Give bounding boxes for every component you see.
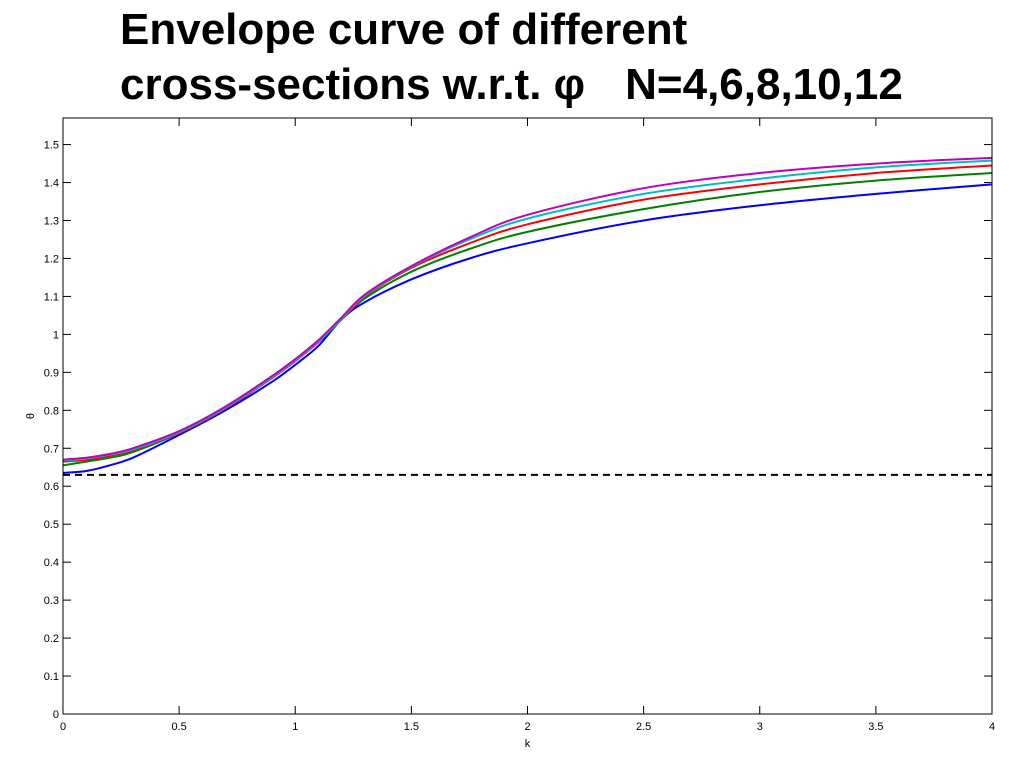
- axis-labels: 0 0.5 1 1.5 2 2.5 3 3.5 4 0 0.1 0.2 0.3 0.4 0.5 0.6 0.7 0…: [25, 140, 995, 750]
- y-tick-label: 0.2: [44, 633, 59, 645]
- y-tick-label: 1: [53, 329, 59, 341]
- series-layer: [62, 156, 993, 474]
- x-axis-label: k: [525, 738, 531, 750]
- title-line-2-text: cross-sections w.r.t. φ: [120, 60, 586, 109]
- y-tick-label: 0.6: [44, 481, 59, 493]
- series-line-4: [62, 159, 993, 462]
- y-axis-label: θ: [25, 413, 37, 419]
- x-tick-label: 3: [757, 721, 763, 733]
- y-tick-label: 1.2: [44, 253, 59, 265]
- slide-title: Envelope curve of different cross-sectio…: [120, 2, 1020, 112]
- axis-ticks: [62, 118, 993, 715]
- y-tick-label: 0.4: [44, 557, 59, 569]
- series-line-5: [62, 156, 993, 461]
- y-tick-label: 0: [53, 709, 59, 721]
- y-tick-label: 0.3: [44, 595, 59, 607]
- y-tick-label: 0.8: [44, 405, 59, 417]
- x-tick-label: 4: [989, 721, 995, 733]
- x-tick-label: 1: [292, 721, 298, 733]
- series-line-3: [62, 164, 993, 463]
- x-tick-label: 3.5: [868, 721, 883, 733]
- title-line-2: cross-sections w.r.t. φ N=4,6,8,10,12: [120, 57, 1020, 112]
- y-tick-label: 0.1: [44, 671, 59, 683]
- y-tick-label: 1.3: [44, 215, 59, 227]
- x-tick-label: 0.5: [171, 721, 186, 733]
- title-line-1: Envelope curve of different: [120, 5, 688, 54]
- series-line-1: [62, 183, 993, 474]
- title-line-2-n-values: N=4,6,8,10,12: [625, 60, 903, 109]
- plot-area-frame: [62, 117, 993, 715]
- x-tick-label: 0: [60, 721, 66, 733]
- y-tick-label: 0.5: [44, 519, 59, 531]
- y-tick-label: 1.5: [44, 140, 59, 152]
- x-tick-label: 2: [524, 721, 530, 733]
- y-tick-label: 1.1: [44, 291, 59, 303]
- y-tick-label: 1.4: [44, 178, 59, 190]
- x-tick-label: 2.5: [636, 721, 651, 733]
- x-tick-label: 1.5: [404, 721, 419, 733]
- y-tick-label: 0.7: [44, 443, 59, 455]
- y-tick-label: 0.9: [44, 367, 59, 379]
